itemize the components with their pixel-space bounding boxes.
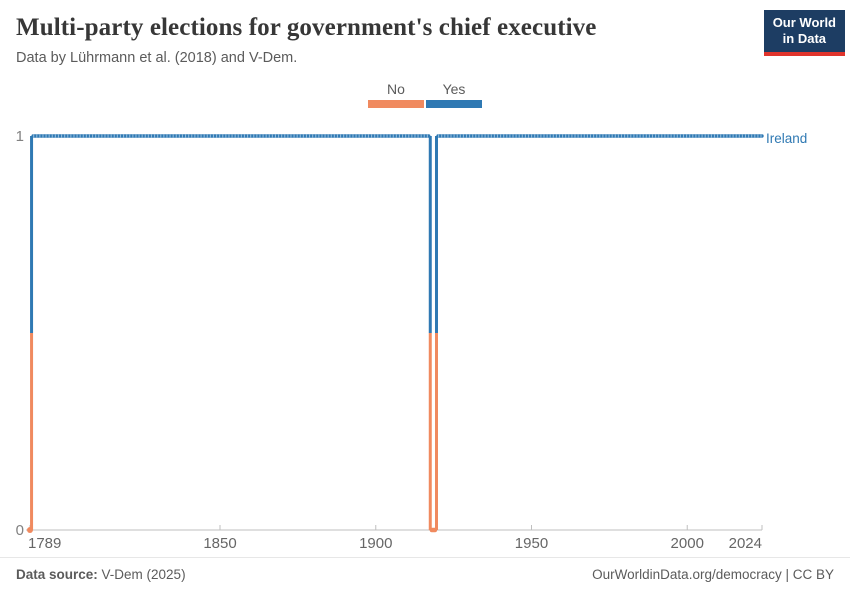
y-axis-tick-label: 1	[16, 128, 24, 145]
footer-divider	[0, 557, 850, 558]
data-source-label: Data source:	[16, 567, 98, 582]
series-start-dot	[27, 527, 33, 533]
chart-header: Multi-party elections for government's c…	[16, 13, 740, 66]
owid-logo-line2: in Data	[782, 31, 827, 47]
chart-subtitle: Data by Lührmann et al. (2018) and V-Dem…	[16, 50, 298, 66]
legend-swatch-no	[368, 100, 424, 108]
x-axis-tick-label: 1950	[515, 535, 548, 552]
page-title: Multi-party elections for government's c…	[16, 14, 597, 41]
data-source-value: V-Dem (2025)	[97, 567, 186, 582]
x-axis-tick-label: 2024	[729, 535, 762, 552]
owid-logo-line1: Our World	[772, 15, 836, 30]
legend-item-no[interactable]: No	[368, 81, 424, 108]
chart-legend: No Yes	[0, 81, 850, 108]
legend-item-yes[interactable]: Yes	[426, 81, 482, 108]
legend-label-no: No	[387, 81, 405, 97]
entity-label-ireland[interactable]: Ireland	[766, 131, 808, 146]
x-axis-tick-label: 1789	[28, 535, 61, 552]
credit-line[interactable]: OurWorldinData.org/democracy | CC BY	[592, 567, 834, 582]
chart-footer: Data source: V-Dem (2025) OurWorldinData…	[16, 567, 834, 582]
legend-swatch-yes	[426, 100, 482, 108]
owid-logo[interactable]: Our World in Data	[763, 10, 845, 56]
x-axis-tick-label: 2000	[671, 535, 704, 552]
legend-label-yes: Yes	[442, 81, 466, 97]
y-axis-tick-label: 0	[16, 522, 24, 539]
x-axis-tick-label: 1850	[203, 535, 236, 552]
x-axis-tick-label: 1900	[359, 535, 392, 552]
data-source: Data source: V-Dem (2025)	[16, 567, 186, 582]
